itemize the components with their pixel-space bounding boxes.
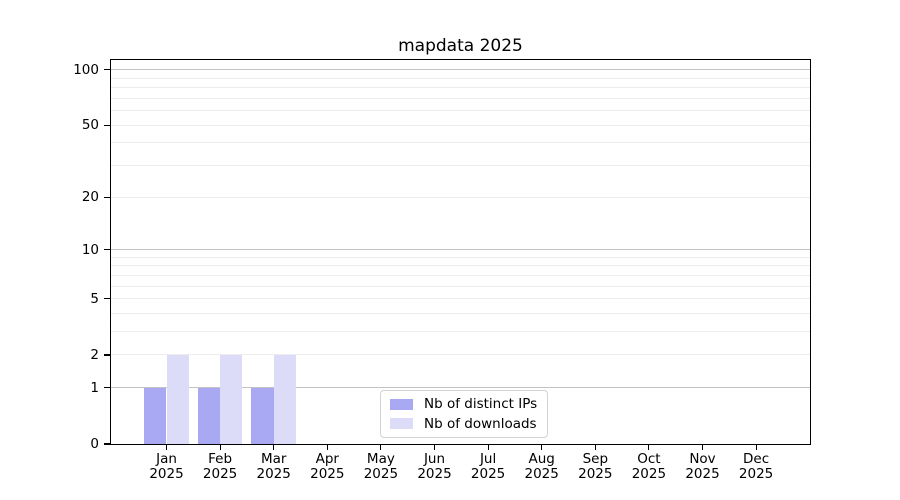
x-tick-mark	[701, 445, 704, 450]
x-tick-year: 2025	[685, 466, 720, 482]
grid-line-minor	[111, 110, 810, 112]
grid-line-minor	[111, 298, 810, 300]
legend-item-downloads: Nb of downloads	[390, 416, 538, 432]
legend: Nb of distinct IPs Nb of downloads	[380, 390, 548, 438]
x-tick-label: Mar 2025	[242, 452, 306, 482]
x-tick-mark	[594, 445, 596, 450]
y-tick-mark	[104, 387, 110, 389]
x-tick-mark	[326, 445, 328, 450]
bar-distinct-ips	[144, 387, 167, 444]
bar-downloads	[220, 354, 243, 444]
x-tick-month: Jan	[156, 451, 177, 467]
x-tick-label: Jul 2025	[456, 452, 520, 482]
grid-line-minor	[111, 165, 810, 167]
x-tick-year: 2025	[256, 466, 291, 482]
x-tick-year: 2025	[738, 466, 774, 482]
legend-label-downloads: Nb of downloads	[424, 415, 537, 432]
y-tick-mark	[104, 124, 110, 126]
x-tick-label: Oct 2025	[617, 452, 681, 482]
legend-item-distinct-ips: Nb of distinct IPs	[390, 396, 538, 412]
x-tick-month: Feb	[208, 451, 233, 467]
x-tick-month: Nov	[689, 451, 716, 467]
x-tick-month: Oct	[637, 451, 661, 467]
bar-downloads	[166, 354, 189, 444]
bar-distinct-ips	[251, 387, 274, 444]
x-tick-mark	[219, 445, 221, 450]
grid-line-minor	[111, 256, 810, 258]
grid-line-major	[111, 387, 810, 389]
grid-line-minor	[111, 124, 810, 126]
x-tick-month: Sep	[582, 451, 609, 467]
grid-line-minor	[111, 196, 810, 198]
y-tick-label: 0	[90, 436, 99, 452]
x-tick-label: Jun 2025	[403, 452, 467, 482]
x-tick-mark	[541, 445, 543, 450]
x-tick-label: Nov 2025	[671, 452, 735, 482]
grid-line-minor	[111, 285, 810, 287]
grid-line-minor	[111, 77, 810, 79]
x-tick-label: May 2025	[349, 452, 413, 482]
x-tick-year: 2025	[470, 466, 506, 482]
x-tick-year: 2025	[363, 466, 399, 482]
y-tick-label: 50	[81, 117, 99, 134]
x-tick-month: Apr	[315, 451, 339, 467]
grid-line-minor	[111, 97, 810, 99]
x-tick-mark	[273, 445, 275, 450]
y-tick-mark	[104, 69, 110, 71]
x-tick-month: Aug	[528, 451, 555, 467]
x-tick-label: Dec 2025	[724, 452, 788, 482]
x-tick-mark	[433, 445, 436, 450]
chart-title: mapdata 2025	[398, 36, 523, 56]
x-tick-year: 2025	[631, 466, 667, 482]
grid-line-minor	[111, 142, 810, 144]
legend-label-distinct-ips: Nb of distinct IPs	[424, 396, 538, 413]
grid-line-minor	[111, 354, 810, 356]
bar-downloads	[273, 354, 296, 444]
y-tick-mark	[104, 248, 110, 251]
plot-area	[110, 59, 811, 445]
y-tick-label: 1	[90, 379, 99, 396]
x-tick-month: Dec	[743, 451, 770, 467]
grid-line-major	[111, 69, 810, 71]
x-tick-label: Aug 2025	[510, 452, 574, 482]
grid-line-minor	[111, 313, 810, 314]
y-tick-mark	[104, 354, 110, 356]
y-tick-mark	[104, 443, 110, 445]
x-tick-year: 2025	[578, 466, 613, 482]
x-tick-mark	[380, 445, 382, 450]
x-tick-year: 2025	[417, 466, 452, 482]
x-tick-label: Sep 2025	[563, 452, 627, 482]
y-tick-mark	[104, 298, 110, 300]
x-tick-label: Apr 2025	[295, 452, 359, 482]
x-tick-mark	[755, 445, 757, 450]
grid-line-minor	[111, 274, 810, 276]
y-tick-label: 5	[90, 290, 99, 307]
legend-swatch-distinct-ips-icon	[390, 398, 413, 410]
x-tick-month: Jun	[423, 451, 446, 467]
x-tick-year: 2025	[202, 466, 238, 482]
x-tick-year: 2025	[310, 466, 345, 482]
y-tick-mark	[104, 196, 110, 198]
x-tick-month: Jul	[479, 451, 497, 467]
x-tick-month: May	[366, 451, 395, 467]
x-tick-month: Mar	[260, 451, 287, 467]
grid-line-minor	[111, 87, 810, 89]
y-tick-label: 20	[81, 189, 99, 206]
legend-swatch-downloads-icon	[390, 418, 413, 430]
x-tick-mark	[165, 445, 168, 450]
grid-line-minor	[111, 331, 810, 333]
x-tick-label: Feb 2025	[188, 452, 252, 482]
bar-distinct-ips	[197, 387, 221, 444]
x-tick-label: Jan 2025	[135, 452, 199, 482]
y-tick-label: 10	[81, 241, 99, 258]
y-tick-label: 100	[73, 61, 99, 78]
x-tick-year: 2025	[149, 466, 184, 482]
y-tick-label: 2	[90, 346, 99, 363]
x-tick-mark	[648, 445, 650, 450]
grid-line-major	[111, 249, 810, 251]
grid-line-minor	[111, 265, 810, 267]
x-tick-mark	[487, 445, 489, 450]
x-tick-year: 2025	[524, 466, 559, 482]
